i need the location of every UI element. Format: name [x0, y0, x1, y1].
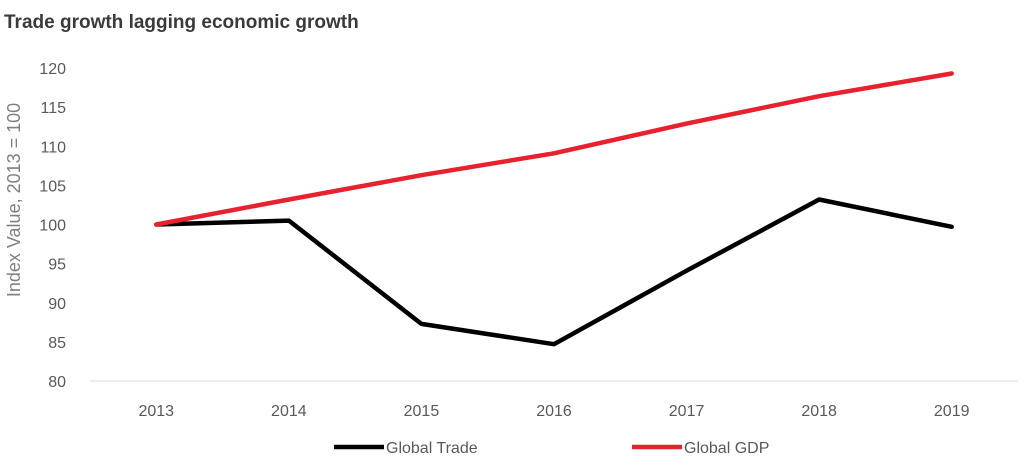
y-tick-labels: 80 85 90 95 100 105 110 115 120: [39, 61, 66, 391]
series-lines: [154, 71, 954, 347]
x-tick-labels: 2013 2014 2015 2016 2017 2018 2019: [138, 403, 969, 420]
x-tick-label: 2017: [669, 403, 705, 420]
legend-label: Global Trade: [386, 440, 478, 457]
y-axis-label: Index Value, 2013 = 100: [4, 103, 24, 297]
x-tick-label: 2015: [404, 403, 440, 420]
y-tick-label: 110: [40, 139, 66, 156]
y-tick-label: 105: [39, 178, 66, 195]
x-tick-label: 2014: [271, 403, 307, 420]
legend-label: Global GDP: [684, 440, 769, 457]
y-tick-label: 120: [39, 61, 66, 78]
series-line-global-trade: [154, 197, 954, 347]
chart-title: Trade growth lagging economic growth: [4, 12, 359, 33]
y-tick-label: 100: [39, 218, 66, 235]
legend: Global Trade Global GDP: [334, 440, 769, 457]
y-tick-label: 85: [48, 335, 66, 352]
x-tick-label: 2018: [801, 403, 837, 420]
y-tick-label: 90: [48, 296, 66, 313]
y-tick-label: 80: [48, 374, 66, 391]
y-tick-label: 95: [48, 257, 66, 274]
x-tick-label: 2019: [934, 403, 970, 420]
x-tick-label: 2016: [536, 403, 572, 420]
y-tick-label: 115: [40, 100, 66, 117]
x-tick-label: 2013: [138, 403, 174, 420]
